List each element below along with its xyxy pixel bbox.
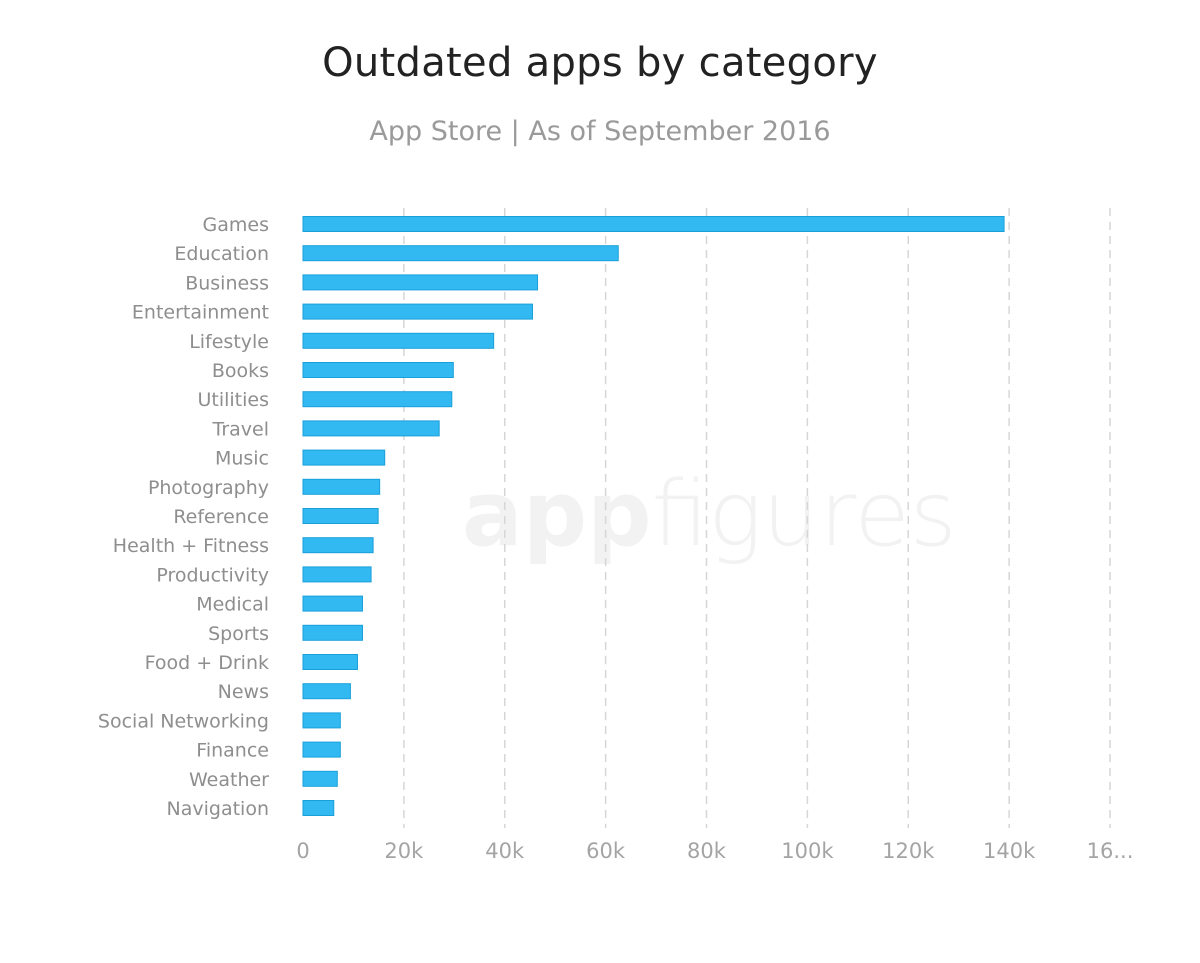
bar-sports	[302, 624, 364, 641]
x-tick-label: 80k	[687, 839, 727, 863]
bar-utilities	[302, 391, 453, 408]
category-label: Games	[203, 214, 269, 236]
bar-weather	[302, 770, 338, 787]
bar-education	[302, 245, 619, 262]
category-label: Reference	[173, 506, 269, 528]
x-tick-label: 20k	[384, 839, 424, 863]
category-label: Weather	[189, 769, 269, 791]
x-tick-label: 60k	[586, 839, 626, 863]
category-label: Finance	[196, 740, 269, 762]
bar-lifestyle	[302, 332, 495, 349]
category-labels: Games Education Business Entertainment Lifes…	[98, 214, 269, 820]
bar-reference	[302, 508, 379, 524]
bars	[302, 216, 1005, 816]
x-tick-label: 140k	[983, 839, 1036, 863]
bar-travel	[302, 420, 440, 437]
bar-news	[302, 683, 351, 700]
category-label: Social Networking	[98, 710, 269, 732]
bar-games	[302, 216, 1005, 232]
chart-title: Outdated apps by category	[322, 40, 878, 86]
category-label: Music	[215, 448, 269, 470]
category-label: Productivity	[156, 564, 269, 586]
watermark-logo: appfigures	[462, 462, 957, 567]
bar-health-fitness	[302, 537, 374, 554]
bar-medical	[302, 595, 364, 612]
x-axis-ticks: 0 20k 40k 60k 80k 100k 120k 140k 16...	[296, 839, 1133, 863]
bar-navigation	[302, 800, 335, 816]
bar-books	[302, 362, 454, 378]
category-label: Sports	[208, 623, 269, 645]
category-label: Health + Fitness	[113, 535, 269, 557]
chart-subtitle: App Store | As of September 2016	[369, 116, 831, 147]
category-label: Navigation	[167, 798, 269, 820]
category-label: Food + Drink	[145, 652, 269, 674]
category-label: News	[218, 681, 269, 703]
category-label: Travel	[212, 418, 269, 440]
bar-business	[302, 274, 539, 291]
x-tick-label: 16...	[1087, 839, 1134, 863]
category-label: Photography	[148, 477, 269, 499]
x-tick-label: 0	[296, 839, 309, 863]
category-label: Entertainment	[132, 302, 269, 324]
bar-entertainment	[302, 303, 533, 320]
category-label: Utilities	[197, 389, 269, 411]
bar-food-drink	[302, 654, 358, 670]
bar-social-networking	[302, 712, 341, 729]
x-tick-label: 40k	[485, 839, 525, 863]
category-label: Medical	[196, 594, 269, 616]
x-tick-label: 120k	[882, 839, 935, 863]
category-label: Business	[185, 272, 269, 294]
x-tick-label: 100k	[781, 839, 834, 863]
bar-music	[302, 449, 386, 466]
watermark-figures: figures	[652, 462, 957, 567]
bar-finance	[302, 741, 341, 758]
watermark-app: app	[462, 462, 652, 567]
category-label: Education	[174, 243, 269, 265]
bar-photography	[302, 478, 381, 495]
bar-productivity	[302, 566, 372, 583]
category-label: Books	[212, 360, 269, 382]
category-label: Lifestyle	[189, 331, 269, 353]
